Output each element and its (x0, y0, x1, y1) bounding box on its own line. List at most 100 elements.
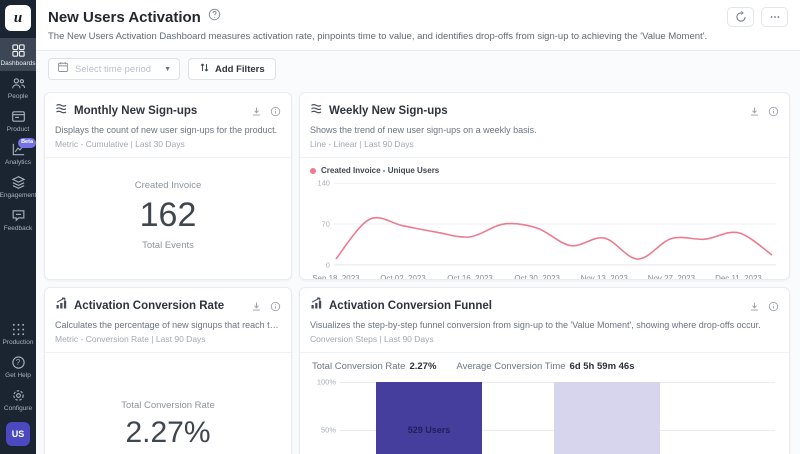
title-help-icon[interactable] (208, 8, 221, 26)
sidebar-item-get-help[interactable]: ? Get Help (0, 350, 36, 383)
feedback-icon (11, 208, 26, 223)
x-axis-tick: Dec 11, 2023 (715, 274, 762, 280)
funnel-bar-step-1[interactable]: 529 Users (376, 382, 482, 454)
y-axis-tick: 0 (326, 260, 330, 269)
metric-rate-value: 2.27% (125, 415, 211, 449)
download-icon[interactable] (749, 106, 760, 117)
sidebar-item-label: Production (2, 339, 34, 346)
sidebar-item-dashboards[interactable]: Dashboards (0, 38, 36, 71)
y-axis-tick: 100% (316, 377, 336, 387)
help-icon: ? (11, 355, 26, 370)
sidebar-item-product[interactable]: Product (0, 104, 36, 137)
page-header: New Users Activation The New Users Activ… (36, 0, 800, 51)
metric-lines-icon (55, 102, 68, 120)
x-axis-tick: Oct 02, 2023 (380, 274, 426, 280)
calendar-icon (57, 60, 69, 78)
bar-chart-arrow-icon (310, 297, 323, 315)
x-axis-tick: Oct 30, 2023 (514, 274, 560, 280)
funnel-stat: Average Conversion Time 6d 5h 59m 46s (456, 361, 634, 372)
refresh-button[interactable] (727, 7, 754, 27)
card-title: Activation Conversion Rate (74, 300, 225, 312)
page-title: New Users Activation (48, 8, 201, 26)
funnel-stat-value: 6d 5h 59m 46s (569, 361, 635, 372)
funnel-stat-label: Total Conversion Rate (312, 361, 406, 372)
funnel-bar-users-label: 529 Users (407, 425, 451, 435)
card-description: Shows the trend of new user sign-ups on … (310, 125, 537, 135)
add-filters-label: Add Filters (215, 63, 265, 75)
production-icon (11, 322, 26, 337)
metric-sublabel: Total Events (142, 240, 194, 251)
card-title: Weekly New Sign-ups (329, 105, 448, 117)
y-axis-tick: 70 (322, 220, 330, 229)
user-avatar[interactable]: US (6, 422, 30, 446)
sidebar-nav-bottom: Production? Get Help Configure (0, 317, 36, 416)
people-icon (11, 76, 26, 91)
page-description: The New Users Activation Dashboard measu… (48, 31, 708, 42)
y-axis-tick: 140 (317, 179, 329, 188)
add-filters-button[interactable]: Add Filters (188, 58, 276, 80)
metric-total-events-value: 162 (139, 196, 197, 234)
sidebar-item-label: Product (6, 126, 30, 133)
info-icon[interactable] (270, 106, 281, 117)
bar-chart-arrow-icon (55, 297, 68, 315)
more-options-button[interactable] (761, 7, 788, 27)
x-axis-tick: Nov 27, 2023 (648, 274, 696, 280)
funnel-bar-fill (376, 382, 482, 454)
configure-icon (11, 388, 26, 403)
funnel-stat-value: 2.27% (409, 361, 437, 372)
card-monthly-new-signups: Monthly New Sign-ups Displays the count … (44, 92, 292, 280)
card-weekly-new-signups: Weekly New Sign-ups Shows the trend of n… (299, 92, 790, 280)
legend-dot (310, 167, 316, 174)
app-logo[interactable]: u (5, 5, 31, 31)
time-period-placeholder: Select time period (75, 63, 152, 75)
card-title: Monthly New Sign-ups (74, 105, 198, 117)
sidebar-item-label: Dashboards (0, 60, 36, 67)
funnel-stats: Total Conversion Rate 2.27% Average Conver… (300, 353, 789, 372)
metric-event-label: Created Invoice (134, 180, 202, 191)
download-icon[interactable] (251, 106, 262, 117)
info-icon[interactable] (270, 301, 281, 312)
x-axis-tick: Oct 16, 2023 (447, 274, 493, 280)
x-axis-tick: Sep 18, 2023 (312, 274, 360, 280)
y-axis-tick: 50% (320, 425, 336, 435)
sidebar: u Dashboards People Product Analytics Beta En… (0, 0, 36, 454)
info-icon[interactable] (768, 301, 779, 312)
sidebar-nav-top: Dashboards People Product Analytics Beta Enga… (0, 38, 36, 236)
cards-grid: Monthly New Sign-ups Displays the count … (36, 86, 800, 454)
sidebar-item-feedback[interactable]: Feedback (0, 203, 36, 236)
funnel-bar-step-2[interactable] (554, 382, 660, 454)
engagement-icon (11, 175, 26, 190)
filter-bar: Select time period ▼ Add Filters (36, 51, 800, 86)
line-chart-legend: Created Invoice - Unique Users (300, 158, 789, 175)
legend-label: Created Invoice - Unique Users (321, 166, 440, 175)
sidebar-item-people[interactable]: People (0, 71, 36, 104)
sidebar-item-label: Analytics (4, 159, 31, 166)
filter-sort-icon (199, 62, 210, 76)
card-description: Calculates the percentage of new signups… (55, 320, 281, 330)
funnel-bar-background (554, 382, 660, 454)
funnel-chart[interactable]: 0%50%100%529 Users1. Created Invoice2. C… (312, 378, 777, 454)
card-description: Visualizes the step-by-step funnel conve… (310, 320, 761, 330)
metric-lines-icon (310, 102, 323, 120)
card-activation-conversion-rate: Activation Conversion Rate Calculates th… (44, 287, 292, 454)
sidebar-item-configure[interactable]: Configure (0, 383, 36, 416)
card-meta: Metric - Conversion Rate | Last 90 Days (55, 334, 206, 344)
sidebar-item-analytics[interactable]: Analytics Beta (0, 137, 36, 170)
info-icon[interactable] (768, 106, 779, 117)
card-title: Activation Conversion Funnel (329, 300, 492, 312)
sidebar-item-engagement[interactable]: Engagement (0, 170, 36, 203)
sidebar-item-label: Engagement (0, 192, 37, 199)
card-description: Displays the count of new user sign-ups … (55, 125, 278, 135)
analytics-icon (11, 142, 26, 157)
product-icon (11, 109, 26, 124)
x-axis-tick: Nov 13, 2023 (581, 274, 629, 280)
download-icon[interactable] (749, 301, 760, 312)
time-period-select[interactable]: Select time period ▼ (48, 58, 180, 80)
sidebar-item-production[interactable]: Production (0, 317, 36, 350)
app-logo-letter: u (13, 9, 23, 26)
user-avatar-initials: US (11, 429, 25, 439)
line-chart[interactable]: 0 70 140 Sep 18, 2023 Oct 02, 2023 Oct 16, 20… (300, 175, 789, 280)
sidebar-item-label: Get Help (5, 372, 31, 379)
download-icon[interactable] (251, 301, 262, 312)
card-activation-conversion-funnel: Activation Conversion Funnel Visualizes … (299, 287, 790, 454)
